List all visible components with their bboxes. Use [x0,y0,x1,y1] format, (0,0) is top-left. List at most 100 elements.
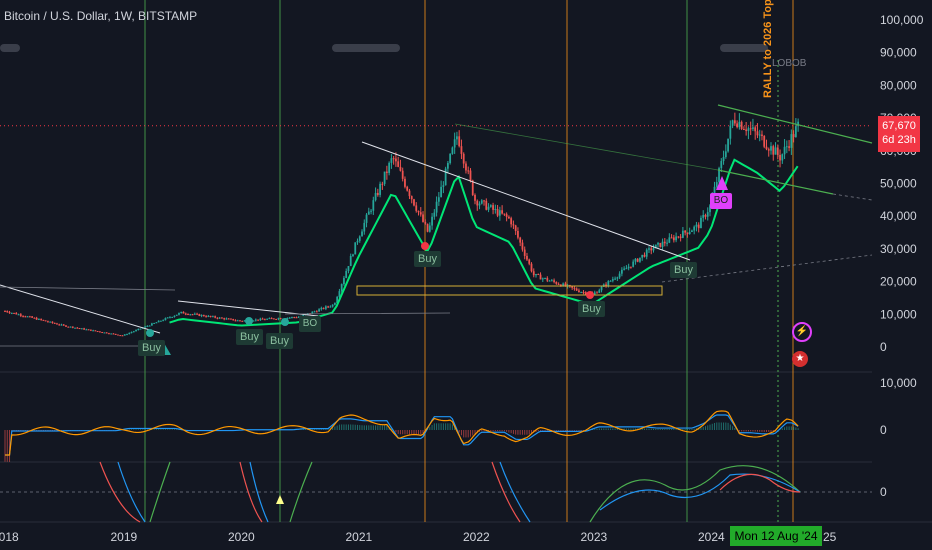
candle-body [148,325,151,327]
candle-body [117,334,119,336]
toolbar-pill-right[interactable] [720,44,768,52]
candle-body [103,332,106,334]
candle-body [28,316,31,318]
candle-body [275,319,278,321]
candle-body [24,316,27,318]
candle-body [681,230,684,238]
candle-body [114,333,117,335]
candle-body [399,166,402,171]
candle-body [747,128,750,132]
candle-body [87,329,90,331]
candle-body [605,284,607,286]
candle-body [668,237,671,243]
candle-body [440,186,443,198]
candle-body [688,231,691,235]
lightning-icon[interactable]: ⚡ [792,322,812,342]
candle-body [742,129,745,131]
candle-body [611,279,614,281]
toolbar-pill-left[interactable] [0,44,20,52]
candle-body [738,121,741,128]
candle-body [684,230,687,233]
y-tick-label: 80,000 [880,78,917,92]
candle-body [130,332,133,334]
y-tick-label: 10,000 [880,307,917,321]
candle-body [358,236,361,241]
signal-dot [146,329,154,337]
signal-line [5,410,799,456]
candle-body [150,323,153,326]
candle-body [259,318,262,321]
y-tick-label: 20,000 [880,275,917,289]
candle-body [575,288,578,291]
x-tick-label: 25 [823,530,837,544]
candle-body [584,292,587,295]
last-price-tag: 67,670 6d 23h [878,116,920,152]
candle-body [550,280,553,282]
candle-body [53,322,56,324]
candle-body [469,170,472,181]
candle-body [783,146,786,155]
candle-body [749,128,752,130]
toolbar-pill-center[interactable] [332,44,400,52]
candle-body [80,328,83,330]
candle-body [442,185,445,187]
candle-body [379,183,381,195]
candle-body [363,222,366,232]
candle-body [164,318,167,321]
grey-line [0,286,176,291]
candle-body [494,209,497,211]
candle-body [121,335,124,337]
candle-body [729,125,732,139]
candle-body [437,197,440,202]
candle-body [205,316,208,318]
candle-body [155,322,158,324]
candle-body [451,147,454,154]
candle-body [388,162,391,173]
candle-body [232,318,235,321]
support-zone [356,285,663,296]
bo-label-2020: BO [299,316,321,332]
candle-body [767,149,770,151]
oscillator-line [499,461,531,523]
candle-body [397,161,400,167]
us-flag-icon[interactable]: ★ [792,351,808,367]
candle-body [297,316,300,318]
candle-body [173,315,176,317]
candle-body [322,307,325,309]
candle-body [15,312,18,315]
candle-body [779,154,781,161]
candle-body [697,224,700,229]
candle-body [19,314,22,316]
candle-body [67,326,70,328]
macd-tick-label: 10,000 [880,376,917,390]
candle-body [318,309,320,312]
candle-body [17,314,20,316]
candle-body [51,321,54,323]
candle-body [512,224,515,226]
candle-body [340,284,343,292]
candle-body [56,323,58,325]
candle-body [94,330,97,332]
candle-body [381,183,384,185]
buy-label-2021: Buy [414,251,441,267]
crosshair-date-tag: Mon 12 Aug '24 [730,526,822,546]
x-tick-label: 2020 [228,530,255,544]
y-tick-label: 0 [880,340,887,354]
candle-body [426,223,429,232]
candle-body [474,194,476,201]
candle-body [415,205,418,211]
candle-body [632,261,635,267]
candle-body [6,311,9,313]
candle-body [211,316,214,318]
candle-body [272,318,275,320]
candle-body [428,225,431,232]
candle-body [92,330,95,332]
candle-body [634,258,637,262]
candle-body [291,317,293,319]
candle-body [544,277,546,279]
candle-body [731,120,734,126]
candle-body [236,320,239,322]
macd-tick-label: 0 [880,423,887,437]
candle-body [446,163,449,169]
